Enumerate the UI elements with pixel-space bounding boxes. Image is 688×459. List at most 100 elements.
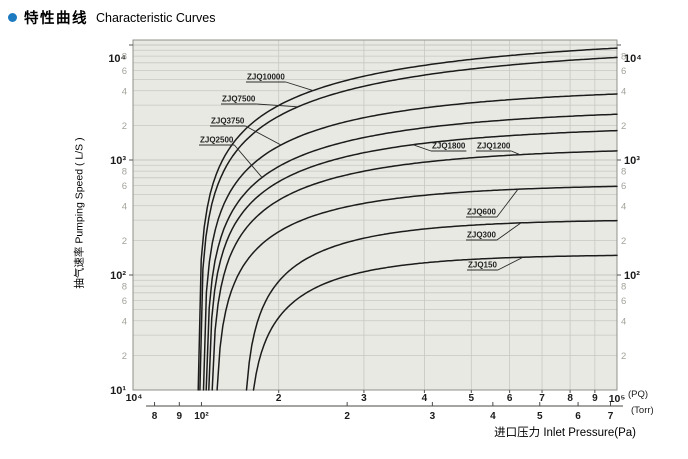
- y-minor-left-8e3: 8: [122, 52, 127, 63]
- curve-label-zjq3750: ZJQ3750: [210, 117, 282, 146]
- y-minor-right-8e2: 8: [621, 167, 626, 178]
- y-minor-right-6e2: 6: [621, 181, 626, 192]
- y-axis-title: 抽气速率 Pumping Speed ( L/S ): [73, 137, 86, 289]
- y-minor-left-4e1: 4: [122, 316, 127, 327]
- callout-leader: [234, 144, 263, 178]
- curve-label-text-zjq2500: ZJQ2500: [200, 136, 234, 145]
- x-axis-title: 进口压力 Inlet Pressure(Pa): [494, 427, 636, 439]
- x-axis-unit-pa: (PQ): [628, 389, 649, 400]
- torr-label-400: 4: [490, 411, 496, 422]
- section-title-zh: 特性曲线: [24, 11, 88, 27]
- callout-leader: [496, 188, 519, 218]
- y-minor-right-6e3: 6: [621, 66, 626, 77]
- x-axis-pa-labels: 10⁴ 2 3 4 5 6 7 8 9 10⁵: [126, 392, 626, 405]
- y-minor-left-4e2: 4: [122, 201, 127, 212]
- x-pa-minor-3: 3: [361, 393, 367, 404]
- y-minor-left-8e1: 8: [122, 282, 127, 293]
- curve-label-zjq7500: ZJQ7500: [221, 95, 299, 108]
- y-minor-right-2e1: 2: [621, 351, 626, 362]
- y-tick-left-10²: 10²: [110, 270, 126, 282]
- curve-label-zjq1800: ZJQ1800: [412, 142, 467, 152]
- y-minor-left-6e3: 6: [122, 66, 127, 77]
- y-minor-left-6e1: 6: [122, 296, 127, 307]
- y-minor-left-6e2: 6: [122, 181, 127, 192]
- y-minor-right-2e3: 2: [621, 121, 626, 132]
- section-title-en: Characteristic Curves: [96, 10, 216, 25]
- callout-leader: [496, 222, 522, 241]
- torr-label-80: 8: [152, 411, 158, 422]
- curve-zjq300: [245, 219, 618, 391]
- y-axis-labels: 10⁴ 10⁴ 10³ 10³ 10² 10² 10¹ 8 8 6 6 4 4 2 2 8 8 6 6 4 4 2 2 8 8 6…: [108, 52, 641, 397]
- curve-zjq3750: [202, 93, 618, 391]
- x-pa-minor-4: 4: [422, 393, 428, 404]
- curve-zjq600: [216, 185, 618, 391]
- curve-label-zjq2500: ZJQ2500: [199, 136, 263, 178]
- curve-zjq2500: [205, 113, 618, 391]
- torr-label-200: 2: [344, 411, 350, 422]
- y-minor-right-4e1: 4: [621, 316, 626, 327]
- curve-zjq150: [252, 254, 618, 391]
- section-title: 特性曲线 Characteristic Curves: [8, 7, 215, 28]
- curve-label-text-zjq300: ZJQ300: [467, 231, 496, 240]
- curve-label-zjq300: ZJQ300: [466, 222, 522, 241]
- bullet-icon: [8, 13, 17, 22]
- curve-label-zjq600: ZJQ600: [466, 188, 519, 218]
- torr-label-90: 9: [177, 411, 183, 422]
- y-minor-left-2e1: 2: [122, 351, 127, 362]
- y-tick-right-10⁴: 10⁴: [624, 53, 642, 65]
- x-pa-minor-7: 7: [539, 393, 545, 404]
- y-tick-left-10³: 10³: [110, 155, 126, 167]
- y-tick-left-10⁴: 10⁴: [108, 53, 126, 65]
- torr-label-100: 10²: [194, 411, 209, 422]
- curve-label-zjq150: ZJQ150: [467, 256, 524, 271]
- x-pa-minor-6: 6: [507, 393, 513, 404]
- y-tick-left-10¹: 10¹: [110, 385, 126, 397]
- y-minor-right-2e2: 2: [621, 236, 626, 247]
- torr-label-600: 6: [575, 411, 581, 422]
- curve-zjq7500: [199, 56, 618, 391]
- x-axis-torr: 8 9 10² 2 3 4 5 6 7: [146, 402, 623, 422]
- y-minor-left-2e2: 2: [122, 236, 127, 247]
- y-minor-left-4e3: 4: [122, 86, 127, 97]
- x-pa-minor-8: 8: [567, 393, 573, 404]
- y-tick-right-10³: 10³: [624, 155, 640, 167]
- curve-label-text-zjq150: ZJQ150: [468, 261, 497, 270]
- callout-leader: [256, 103, 299, 108]
- curve-label-text-zjq1800: ZJQ1800: [432, 142, 466, 151]
- y-minor-right-6e1: 6: [621, 296, 626, 307]
- torr-label-500: 5: [537, 411, 543, 422]
- y-minor-right-8e3: 8: [621, 52, 626, 63]
- y-tick-right-10²: 10²: [624, 270, 640, 282]
- x-pa-decade-1e5: 10⁵: [609, 393, 626, 405]
- callout-leader: [412, 144, 432, 152]
- torr-label-300: 3: [430, 411, 436, 422]
- x-pa-minor-5: 5: [469, 393, 475, 404]
- callout-leader: [245, 125, 282, 146]
- decade-ticks: [129, 44, 621, 393]
- curve-zjq1800: [208, 129, 618, 391]
- x-pa-minor-2: 2: [276, 393, 282, 404]
- curve-zjq10000: [197, 47, 618, 391]
- x-pa-minor-9: 9: [592, 393, 598, 404]
- callout-leader: [511, 150, 521, 156]
- curve-label-text-zjq10000: ZJQ10000: [247, 73, 285, 82]
- curve-label-text-zjq600: ZJQ600: [467, 208, 496, 217]
- curve-label-text-zjq7500: ZJQ7500: [222, 95, 256, 104]
- x-axis-unit-torr: (Torr): [631, 405, 654, 416]
- torr-label-700: 7: [608, 411, 614, 422]
- y-minor-left-2e3: 2: [122, 121, 127, 132]
- plot-border: [132, 39, 618, 391]
- curve-label-text-zjq3750: ZJQ3750: [211, 117, 245, 126]
- callout-leader: [285, 81, 314, 91]
- curve-label-zjq10000: ZJQ10000: [246, 73, 314, 91]
- y-minor-right-4e2: 4: [621, 201, 626, 212]
- y-minor-left-8e2: 8: [122, 167, 127, 178]
- curve-label-text-zjq1200: ZJQ1200: [477, 142, 511, 151]
- curve-zjq1200: [211, 150, 618, 391]
- curve-label-zjq1200: ZJQ1200: [476, 142, 521, 156]
- y-minor-right-8e1: 8: [621, 282, 626, 293]
- y-minor-right-4e3: 4: [621, 86, 626, 97]
- callout-leader: [497, 256, 524, 271]
